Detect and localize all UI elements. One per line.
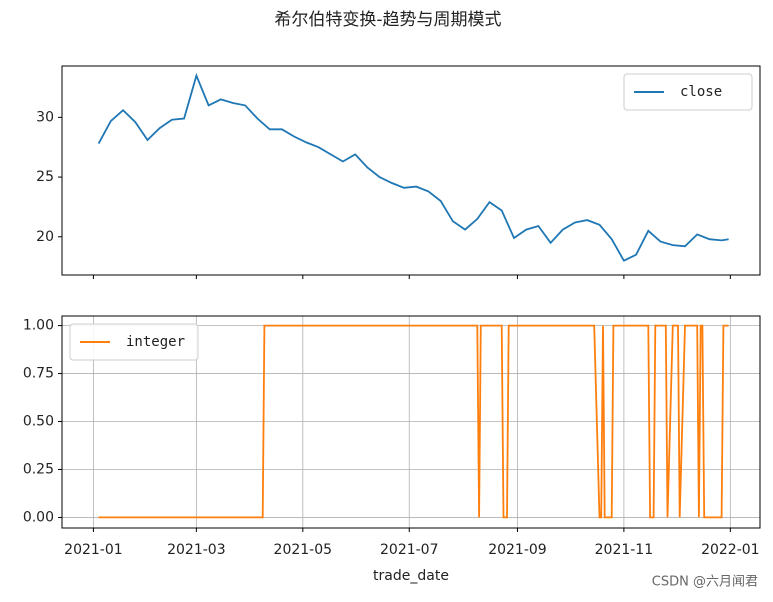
y-tick-label: 1.00: [23, 318, 54, 334]
watermark: CSDN @六月闻君: [652, 575, 758, 590]
y-tick-label: 25: [36, 169, 54, 185]
x-tick-label: 2022-01: [701, 542, 760, 558]
legend-box: [623, 73, 753, 111]
y-tick-label: 0.50: [23, 414, 54, 430]
x-tick-label: 2021-03: [167, 542, 226, 558]
x-tick-label: 2021-11: [595, 542, 654, 558]
y-tick-label: 0.00: [23, 509, 54, 525]
figure-title: 希尔伯特变换-趋势与周期模式: [274, 10, 501, 30]
x-tick-label: 2021-09: [488, 542, 547, 558]
legend-label: integer: [126, 334, 185, 350]
y-tick-label: 30: [36, 109, 54, 125]
x-axis-label: trade_date: [373, 568, 449, 584]
y-tick-label: 0.25: [23, 461, 54, 477]
axes-frame: [61, 65, 761, 276]
series-line: [97, 72, 729, 262]
legend-box: [69, 323, 199, 361]
legend-label: close: [680, 84, 722, 100]
x-tick-label: 2021-01: [64, 542, 123, 558]
y-tick-label: 0.75: [23, 366, 54, 382]
x-tick-label: 2021-07: [380, 542, 439, 558]
y-tick-label: 20: [36, 229, 54, 245]
series-line: [98, 324, 729, 519]
x-tick-label: 2021-05: [274, 542, 333, 558]
